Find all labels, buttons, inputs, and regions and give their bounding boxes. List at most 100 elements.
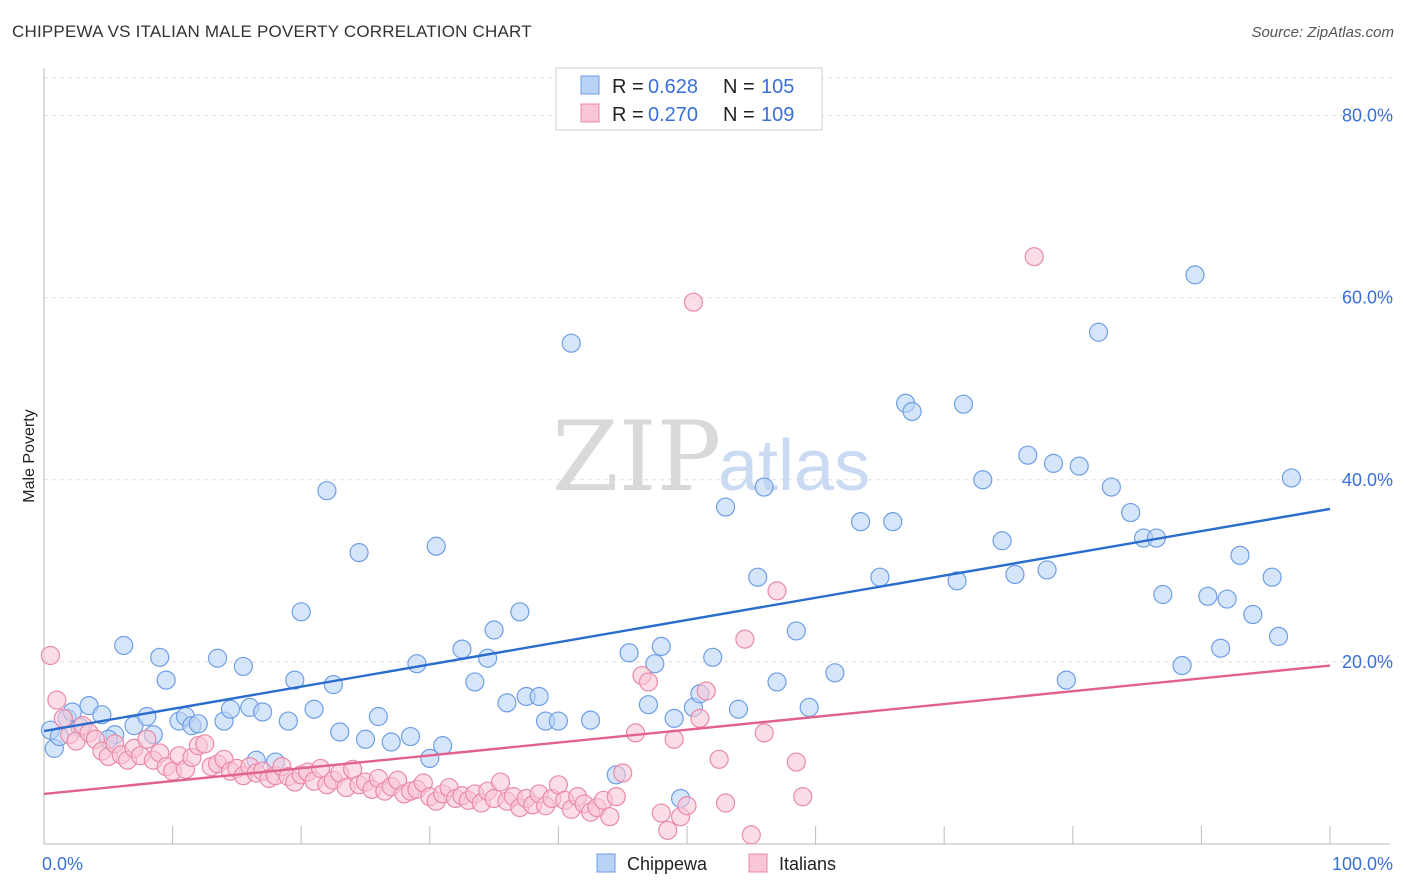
point-chippewa: [278, 711, 298, 731]
legend-r-value: 0.270: [648, 104, 698, 126]
point-chippewa: [645, 654, 665, 674]
y-tick-label: 40.0%: [1342, 470, 1393, 490]
point-chippewa: [1005, 564, 1025, 585]
data-points: [40, 247, 1302, 845]
point-chippewa: [1198, 586, 1218, 606]
point-chippewa: [484, 620, 504, 640]
point-chippewa: [580, 710, 601, 730]
point-chippewa: [291, 602, 311, 622]
point-chippewa: [1230, 545, 1250, 565]
point-chippewa: [426, 536, 446, 556]
point-chippewa: [510, 602, 530, 622]
point-italians: [40, 645, 61, 666]
point-chippewa: [902, 401, 922, 422]
point-chippewa: [703, 647, 723, 667]
point-chippewa: [349, 543, 369, 563]
point-italians: [490, 772, 511, 792]
point-chippewa: [953, 394, 974, 414]
legend-box: [555, 67, 823, 131]
point-chippewa: [114, 635, 134, 656]
trend-line-chippewa: [43, 507, 1331, 733]
point-chippewa: [285, 670, 305, 690]
point-chippewa: [150, 647, 170, 667]
point-chippewa: [220, 699, 241, 719]
point-italians: [767, 581, 787, 601]
point-chippewa: [355, 729, 376, 749]
point-chippewa: [1211, 638, 1231, 658]
point-chippewa: [1217, 589, 1237, 609]
legend: R = 0.628 N = 105 R = 0.270 N = 109: [555, 67, 823, 131]
bottom-legend: Chippewa Italians: [596, 853, 836, 874]
legend-swatch-italians: [580, 103, 600, 123]
y-tick-label: 80.0%: [1342, 106, 1393, 126]
point-chippewa: [330, 722, 350, 742]
point-chippewa: [1281, 468, 1302, 488]
point-chippewa: [754, 477, 774, 497]
point-chippewa: [478, 648, 498, 668]
grid-lines: [44, 77, 1392, 663]
point-italians: [658, 820, 678, 840]
point-chippewa: [1262, 567, 1282, 587]
point-chippewa: [947, 571, 967, 591]
point-chippewa: [323, 675, 343, 695]
bottom-legend-swatch-italians: [748, 853, 768, 873]
point-italians: [754, 723, 774, 743]
point-italians: [786, 752, 806, 772]
point-italians: [690, 708, 710, 728]
point-italians: [195, 734, 215, 754]
point-chippewa: [767, 672, 787, 692]
y-tick-label: 60.0%: [1342, 288, 1393, 308]
point-chippewa: [561, 333, 581, 353]
axes: [43, 68, 1390, 845]
point-chippewa: [992, 531, 1012, 551]
point-chippewa: [304, 699, 324, 719]
point-chippewa: [638, 695, 659, 715]
point-chippewa: [253, 702, 273, 722]
point-italians: [793, 787, 813, 807]
point-chippewa: [452, 639, 472, 659]
source-credit: Source: ZipAtlas.com: [1251, 24, 1394, 41]
legend-r-value: 0.628: [648, 76, 698, 98]
point-italians: [638, 672, 659, 692]
point-chippewa: [619, 643, 639, 663]
point-chippewa: [825, 663, 845, 683]
point-chippewa: [1243, 604, 1263, 625]
y-axis-label: Male Poverty: [21, 409, 38, 502]
x-tick-label-left: 0.0%: [42, 854, 83, 874]
point-chippewa: [1185, 265, 1205, 285]
point-chippewa: [851, 512, 871, 532]
point-chippewa: [233, 656, 253, 677]
watermark-atlas: atlas: [718, 426, 870, 506]
chart-title: CHIPPEWA VS ITALIAN MALE POVERTY CORRELA…: [12, 22, 532, 41]
legend-n-value: 109: [761, 104, 794, 126]
point-chippewa: [548, 711, 569, 731]
bottom-legend-swatch-chippewa: [596, 853, 616, 873]
point-chippewa: [870, 567, 890, 587]
point-italians: [625, 723, 646, 743]
point-chippewa: [188, 714, 208, 734]
point-italians: [600, 807, 620, 827]
x-tick-label-right: 100.0%: [1332, 854, 1393, 874]
point-chippewa: [748, 567, 768, 587]
point-italians: [677, 796, 697, 816]
y-tick-labels: 20.0% 40.0% 60.0% 80.0%: [1342, 106, 1393, 672]
point-chippewa: [208, 648, 228, 668]
y-tick-label: 20.0%: [1342, 652, 1393, 672]
point-chippewa: [664, 708, 684, 728]
point-chippewa: [973, 470, 993, 490]
point-chippewa: [1018, 445, 1038, 465]
point-chippewa: [1043, 453, 1064, 473]
point-italians: [664, 729, 684, 749]
point-chippewa: [317, 481, 337, 501]
bottom-legend-label-chippewa: Chippewa: [627, 854, 708, 874]
point-italians: [137, 729, 157, 749]
point-chippewa: [799, 697, 819, 718]
point-chippewa: [1037, 560, 1057, 580]
point-chippewa: [715, 497, 736, 517]
x-tick-labels: 0.0% 100.0%: [42, 854, 1393, 874]
point-italians: [606, 787, 626, 807]
point-chippewa: [883, 512, 903, 532]
trend-lines: [43, 507, 1331, 796]
point-chippewa: [1153, 584, 1173, 605]
point-chippewa: [368, 706, 388, 727]
